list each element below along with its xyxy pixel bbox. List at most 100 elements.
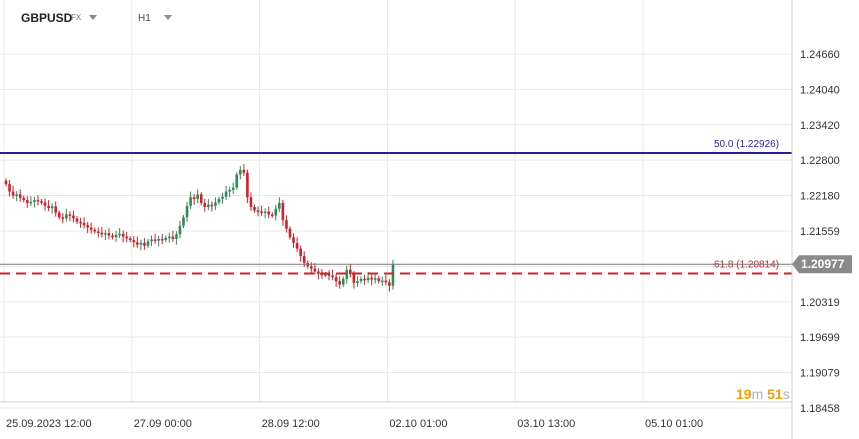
candle-body — [270, 214, 274, 216]
y-tick-label: 1.20319 — [800, 297, 840, 309]
candle-body — [370, 277, 373, 280]
x-tick-label: 25.09.2023 12:00 — [6, 418, 92, 430]
candle-body — [185, 205, 189, 218]
current-price-label: 1.20977 — [801, 257, 845, 271]
candle-body — [54, 206, 57, 213]
candle-body — [274, 208, 278, 216]
candle-body — [288, 228, 292, 238]
symbol-label[interactable]: GBPUSD — [21, 11, 73, 25]
candle-body — [384, 280, 388, 283]
candle-body — [207, 204, 210, 207]
candle-body — [302, 256, 306, 263]
symbol-dropdown-chevron-icon[interactable] — [89, 15, 97, 20]
candle-body — [22, 197, 26, 201]
candle-body — [359, 278, 363, 282]
candle-body — [341, 278, 345, 285]
candle-body — [324, 274, 327, 276]
candle-body — [150, 239, 153, 242]
countdown-seconds-unit: s — [782, 386, 790, 402]
x-tick-label: 02.10 01:00 — [389, 418, 447, 430]
candle-body — [104, 233, 107, 235]
candle-body — [366, 277, 370, 281]
candle-body — [89, 227, 93, 230]
candle-body — [231, 187, 235, 190]
candle-body — [111, 235, 114, 238]
candle-body — [128, 238, 132, 241]
candle-body — [377, 278, 381, 282]
candle-body — [57, 212, 61, 218]
candle-body — [72, 215, 75, 219]
chart-toolbar: GBPUSD FX H1 — [0, 0, 300, 34]
candle-body — [217, 198, 221, 203]
countdown-minutes-unit: m — [751, 386, 764, 402]
fib-50-label: 50.0 (1.22926) — [714, 139, 779, 150]
candle-body — [4, 180, 8, 185]
candle-body — [228, 189, 231, 192]
candle-body — [192, 197, 196, 199]
x-tick-label: 28.09 12:00 — [262, 418, 320, 430]
candle-body — [210, 204, 214, 207]
y-tick-label: 1.24660 — [800, 49, 840, 61]
candle-body — [114, 234, 118, 238]
candle-body — [281, 202, 285, 221]
y-tick-label: 1.19699 — [800, 332, 840, 344]
candle-body — [256, 210, 260, 212]
candle-body — [182, 217, 185, 226]
candle-body — [363, 278, 366, 281]
candle-body — [86, 225, 89, 228]
candle-body — [118, 233, 121, 236]
candle-body — [299, 248, 302, 257]
countdown-seconds: 51 — [767, 386, 783, 402]
candle-body — [338, 281, 341, 285]
candle-body — [68, 214, 72, 216]
candle-body — [18, 194, 22, 198]
fibonacci-lines: 50.0 (1.22926) 61.8 (1.20814) — [0, 139, 792, 275]
candle-body — [65, 214, 68, 219]
candle-body — [260, 211, 263, 214]
current-price-badge — [792, 255, 852, 274]
candle-body — [352, 274, 356, 283]
candle-body — [11, 191, 15, 196]
candle-countdown: 19m 51s — [736, 386, 790, 402]
candle-body — [107, 233, 111, 236]
candle-body — [334, 277, 338, 282]
candle-body — [82, 222, 86, 226]
candle-body — [246, 172, 249, 198]
candle-body — [175, 234, 178, 239]
candle-body — [146, 241, 150, 246]
candle-body — [249, 197, 253, 207]
candle-body — [327, 274, 331, 276]
candles — [4, 164, 395, 292]
timeframe-dropdown-chevron-icon[interactable] — [164, 15, 172, 20]
candle-body — [171, 236, 175, 239]
candle-body — [121, 233, 125, 237]
candle-body — [317, 271, 320, 274]
candle-body — [178, 225, 182, 235]
candle-body — [43, 202, 47, 206]
candle-body — [153, 239, 157, 242]
candle-body — [33, 200, 36, 202]
x-tick-label: 03.10 13:00 — [517, 418, 575, 430]
candle-body — [292, 237, 295, 243]
candle-body — [196, 194, 199, 199]
candle-body — [136, 242, 139, 245]
x-tick-label: 05.10 01:00 — [645, 418, 703, 430]
market-label: FX — [71, 13, 82, 22]
countdown-minutes: 19 — [736, 386, 752, 402]
candle-body — [8, 184, 11, 192]
candle-body — [221, 196, 224, 199]
candle-body — [235, 174, 239, 188]
x-tick-label: 27.09 00:00 — [134, 418, 192, 430]
candle-body — [203, 202, 207, 207]
candle-body — [50, 206, 54, 209]
candle-body — [61, 217, 65, 219]
candle-body — [253, 206, 256, 211]
y-tick-label: 1.23420 — [800, 120, 840, 132]
timeframe-label[interactable]: H1 — [138, 13, 151, 24]
y-tick-label: 1.19079 — [800, 368, 840, 380]
candle-body — [214, 202, 217, 206]
candle-body — [100, 232, 104, 235]
candle-body — [40, 201, 43, 203]
